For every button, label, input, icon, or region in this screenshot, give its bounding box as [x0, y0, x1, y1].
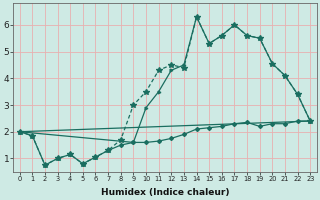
X-axis label: Humidex (Indice chaleur): Humidex (Indice chaleur) — [101, 188, 229, 197]
